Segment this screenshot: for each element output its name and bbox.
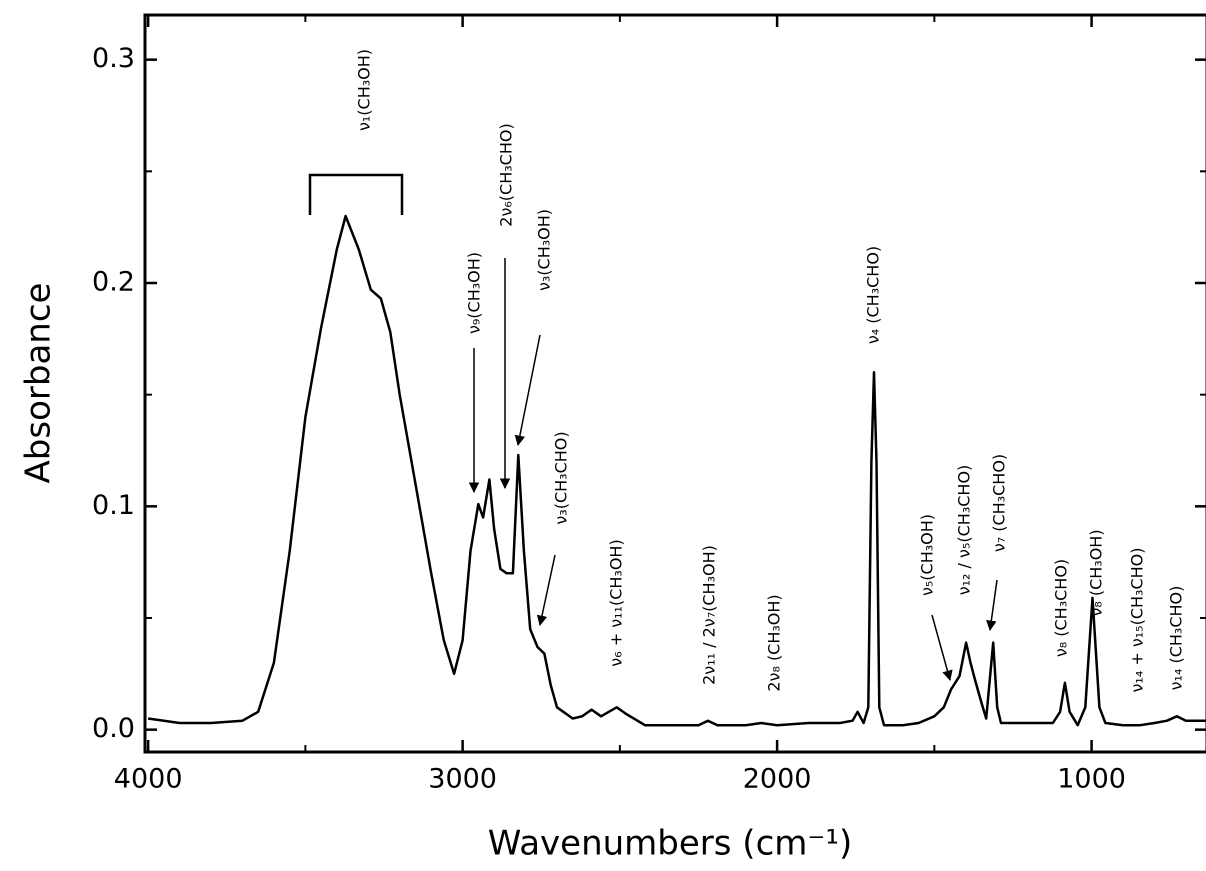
annotation: ν₆ + ν₁₁(CH₃OH): [607, 539, 626, 666]
y-tick-label: 0.1: [92, 490, 135, 521]
annotation: ν₄ (CH₃CHO): [864, 246, 883, 344]
arrow: [536, 554, 556, 627]
annotation: ν₁(CH₃OH): [355, 49, 374, 131]
arrow: [931, 614, 953, 682]
annotation: ν₈ (CH₃OH): [1087, 529, 1106, 616]
y-axis-title: Absorbance: [19, 283, 59, 484]
annotation: ν₁₂ / ν₅(CH₃CHO): [955, 465, 974, 596]
x-tick-label: 4000: [114, 764, 183, 795]
x-tick-label: 2000: [743, 764, 812, 795]
x-axis-title: Wavenumbers (cm⁻¹): [488, 824, 852, 864]
arrow: [514, 334, 541, 447]
spectrum-line: [147, 214, 1206, 727]
annotation: ν₉(CH₃OH): [465, 252, 484, 334]
y-tick-label: 0.3: [92, 43, 135, 74]
annotation: ν₇ (CH₃CHO): [990, 454, 1009, 552]
arrows: [468, 258, 998, 682]
annotation: ν₃(CH₃CHO): [552, 431, 571, 524]
annotation: ν₈ (CH₃CHO): [1052, 559, 1071, 657]
annotation: ν₃(CH₃OH): [535, 209, 554, 291]
plot-frame: [143, 13, 1206, 754]
y-tick-label: 0.0: [92, 713, 135, 744]
bracket: [308, 173, 404, 215]
x-tick-label: 1000: [1057, 764, 1126, 795]
annotation: ν₁₄ + ν₁₅(CH₃CHO): [1128, 547, 1147, 692]
annotation: 2ν₆(CH₃CHO): [497, 123, 516, 226]
annotation: ν₁₄ (CH₃CHO): [1167, 586, 1186, 691]
y-tick-label: 0.2: [92, 267, 135, 298]
annotation: 2ν₁₁ / 2ν₇(CH₃OH): [700, 545, 719, 685]
annotation: 2ν₈ (CH₃OH): [765, 594, 784, 691]
x-tick-label: 3000: [428, 764, 497, 795]
annotation: ν₅(CH₃OH): [918, 514, 937, 596]
arrow: [986, 579, 998, 632]
